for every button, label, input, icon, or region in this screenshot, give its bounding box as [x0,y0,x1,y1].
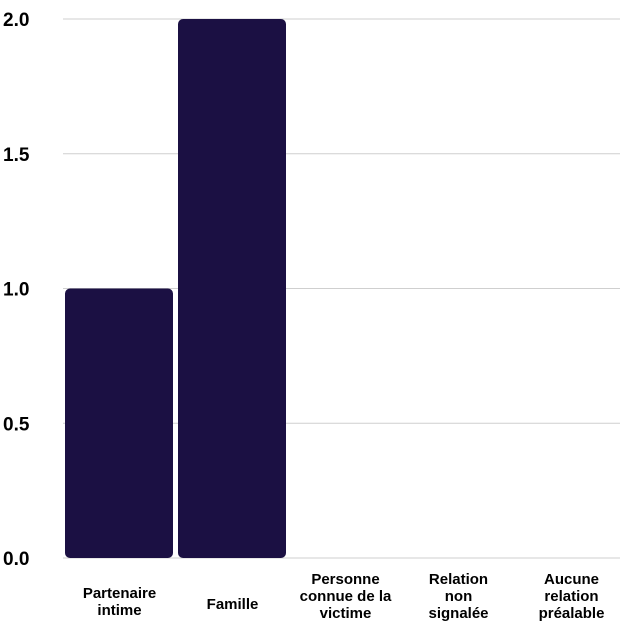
x-category-label: Aucune relation préalable [539,571,605,622]
y-tick-label: 1.5 [3,145,30,166]
bars [65,19,286,558]
x-category-label: Personne connue de la victime [300,571,392,622]
x-category-label-line: Personne [311,571,379,588]
bar [178,19,286,558]
x-category-label-line: relation [544,588,598,605]
y-tick-label: 2.0 [3,10,29,31]
x-category-label-line: non [445,588,473,605]
x-category-label-line: Famille [207,596,259,613]
x-category-label-line: intime [97,602,141,619]
x-category-label-line: connue de la [300,588,392,605]
x-category-label-line: Partenaire [83,585,156,602]
y-axis-tick-labels: 0.0 0.5 1.0 1.5 2.0 [3,10,30,570]
x-category-label: Famille [207,596,259,613]
y-tick-label: 0.0 [3,549,29,570]
y-tick-label: 0.5 [3,414,30,435]
x-category-label: Partenaire intime [83,585,156,619]
x-axis-category-labels: Partenaire intime Famille Personne connue de… [83,571,605,622]
y-tick-label: 1.0 [3,280,29,301]
x-category-label-line: signalée [428,605,488,622]
x-category-label-line: préalable [539,605,605,622]
x-category-label-line: victime [320,605,372,622]
x-category-label: Relation non signalée [428,571,488,622]
bar [65,288,173,558]
x-category-label-line: Relation [429,571,488,588]
x-category-label-line: Aucune [544,571,599,588]
